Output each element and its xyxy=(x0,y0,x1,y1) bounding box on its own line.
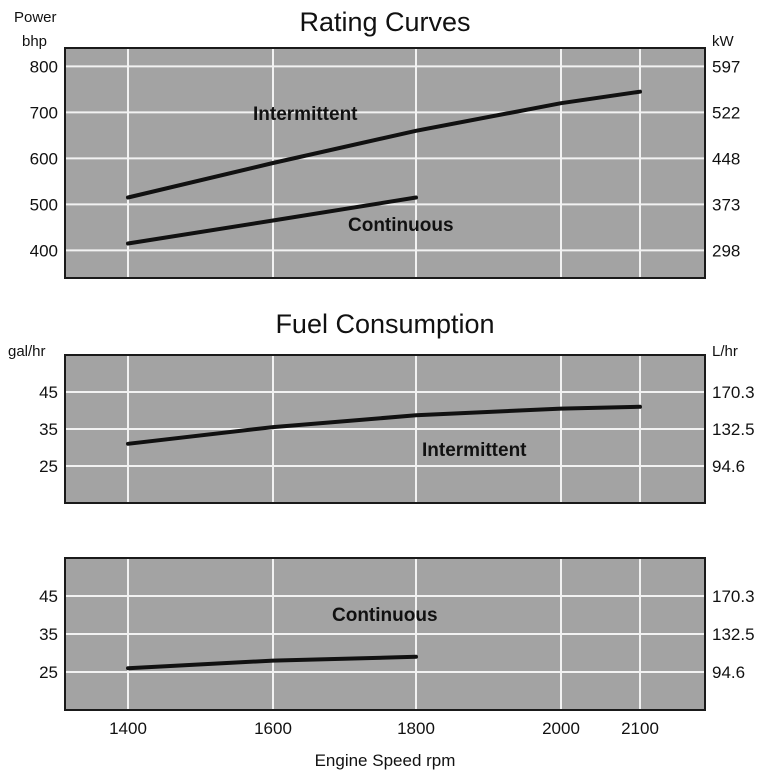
y-tick-label-right: 448 xyxy=(712,149,740,168)
panel-fuel-continuous: 25 35 45 94.6 132.5 170.3 xyxy=(39,557,755,711)
y-tick-label-left: 400 xyxy=(30,241,58,260)
y-tick-label-right: 94.6 xyxy=(712,663,745,682)
series-label-rating-intermittent: Intermittent xyxy=(253,104,358,125)
y-tick-label-left: 700 xyxy=(30,103,58,122)
y-tick-label-right: 373 xyxy=(712,195,740,214)
series-line-intermittent xyxy=(126,404,642,446)
chart-title-rating: Rating Curves xyxy=(299,7,470,37)
y-tick-label-left: 35 xyxy=(39,625,58,644)
x-tick-label: 1400 xyxy=(109,719,147,738)
series-label-fuel-continuous: Continuous xyxy=(332,605,438,626)
panel-fuel-intermittent: 25 35 45 94.6 132.5 170.3 xyxy=(39,354,755,504)
y-tick-label-right: 597 xyxy=(712,57,740,76)
y-tick-label-right: 132.5 xyxy=(712,420,755,439)
series-line-continuous xyxy=(126,654,418,671)
y-tick-label-left: 25 xyxy=(39,663,58,682)
y-tick-label-right: 132.5 xyxy=(712,625,755,644)
x-tick-label: 1600 xyxy=(254,719,292,738)
y-tick-label-right: 522 xyxy=(712,103,740,122)
y-tick-label-left: 800 xyxy=(30,57,58,76)
series-label-rating-continuous: Continuous xyxy=(348,215,454,236)
plot-frame xyxy=(64,47,706,279)
plot-area xyxy=(65,48,705,278)
y-tick-label-left: 600 xyxy=(30,149,58,168)
plot-frame xyxy=(64,354,706,504)
x-tick-label: 2100 xyxy=(621,719,659,738)
x-axis-ticks: 1400 1600 1800 2000 2100 xyxy=(109,719,659,738)
plot-frame xyxy=(64,557,706,711)
y-tick-label-left: 500 xyxy=(30,195,58,214)
series-label-fuel-intermittent: Intermittent xyxy=(422,440,527,461)
series-line-continuous xyxy=(126,195,418,246)
x-tick-label: 2000 xyxy=(542,719,580,738)
left-unit-label-line1: Power xyxy=(14,9,57,26)
series-line-intermittent xyxy=(126,89,642,200)
y-tick-label-right: 170.3 xyxy=(712,383,755,402)
y-tick-label-right: 94.6 xyxy=(712,457,745,476)
panel-rating-curves: 400 500 600 700 800 298 373 448 522 597 xyxy=(30,47,740,279)
y-tick-label-left: 25 xyxy=(39,457,58,476)
right-unit-label-lhr: L/hr xyxy=(712,343,738,360)
x-tick-label: 1800 xyxy=(397,719,435,738)
left-unit-label-line2: bhp xyxy=(22,33,47,50)
chart-title-fuel: Fuel Consumption xyxy=(275,309,494,339)
left-unit-label-gal: gal/hr xyxy=(8,343,46,360)
y-tick-label-left: 45 xyxy=(39,383,58,402)
y-tick-label-left: 45 xyxy=(39,587,58,606)
y-tick-label-left: 35 xyxy=(39,420,58,439)
y-tick-label-right: 298 xyxy=(712,241,740,260)
y-tick-label-right: 170.3 xyxy=(712,587,755,606)
x-axis-label: Engine Speed rpm xyxy=(315,751,456,770)
right-unit-label-kw: kW xyxy=(712,33,735,50)
